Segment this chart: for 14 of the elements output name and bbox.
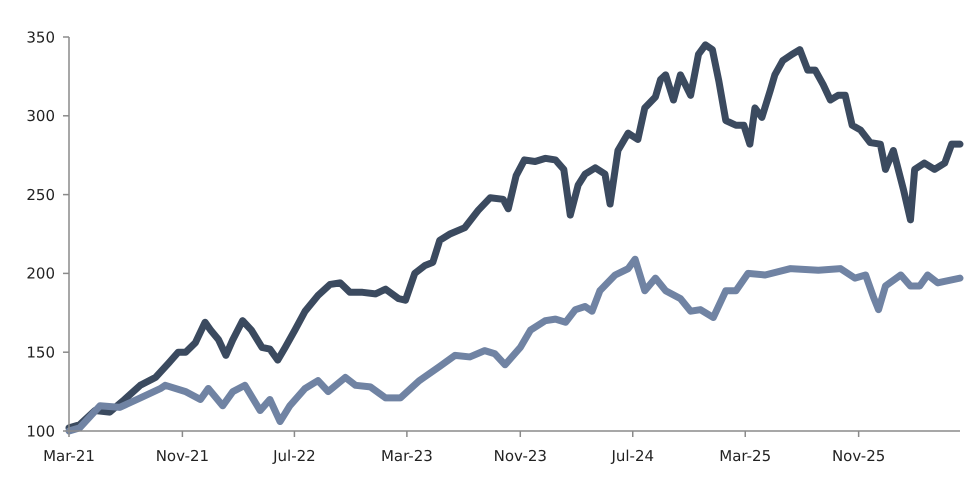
y-tick-label: 150 [26, 343, 55, 362]
x-tick-label: Jul-24 [610, 447, 654, 465]
y-tick-label: 200 [26, 264, 55, 283]
y-tick-label: 300 [26, 107, 55, 126]
x-tick-label: Nov-23 [494, 447, 547, 465]
y-tick-label: 100 [26, 422, 55, 440]
x-tick-label: Mar-23 [380, 447, 433, 465]
x-tick-label: Mar-25 [719, 447, 772, 465]
y-tick-label: 350 [26, 28, 55, 46]
x-tick-label: Nov-25 [832, 447, 886, 465]
y-tick-label: 250 [26, 186, 55, 204]
x-tick-label: Mar-21 [43, 447, 95, 465]
x-tick-label: Jul-22 [272, 447, 316, 465]
x-tick-label: Nov-21 [156, 447, 210, 465]
